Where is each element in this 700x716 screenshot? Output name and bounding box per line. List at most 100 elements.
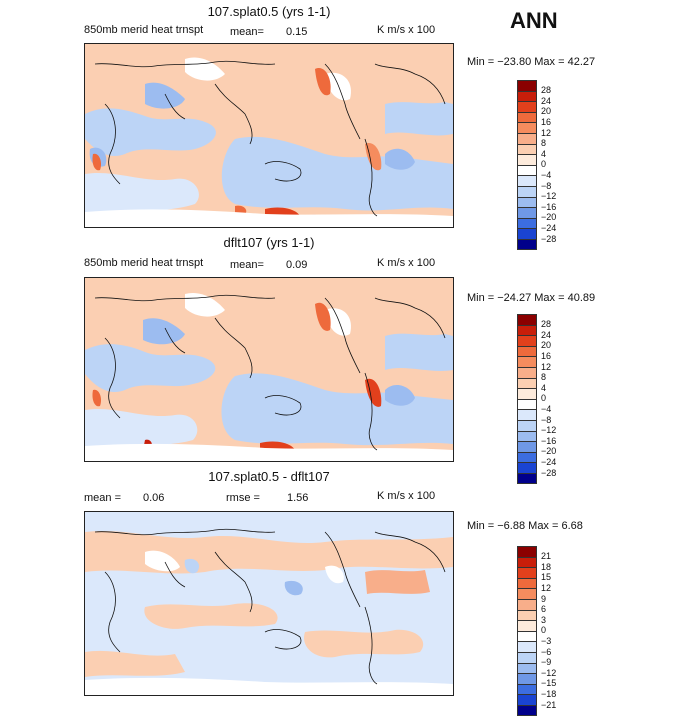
panel-3-colorbar-swatch: [517, 567, 537, 578]
panel-1-map: [84, 43, 454, 228]
panel-1-colorbar-swatch: [517, 175, 537, 186]
panel-2-colorbar: 28 24 20 16 12 8 4 0 −4 −8 −12 −16 −20 −24 −28: [517, 314, 556, 484]
panel-3-colorbar-swatch: [517, 609, 537, 621]
panel-3-colorbar-swatch: [517, 598, 537, 610]
panel-3-colorbar-swatch: [517, 662, 537, 674]
panel-3-colorbar-label: 21: [541, 551, 552, 562]
panel-3-colorbar-label: 12: [541, 583, 552, 594]
panel-2-colorbar-bin: −8: [517, 409, 556, 425]
panel-2-colorbar-swatch: [517, 314, 537, 325]
panel-1-colorbar-label: −4: [541, 170, 552, 181]
panel-1-colorbar-bin: −16: [517, 196, 556, 212]
panel-2-colorbar-label: −12: [541, 425, 557, 436]
panel-2-colorbar-swatch: [517, 356, 537, 367]
panel-1-colorbar-bin: 16: [517, 111, 556, 127]
panel-2-colorbar-swatch: [517, 388, 537, 399]
panel-1-colorbar-label: 0: [541, 159, 547, 170]
panel-2-units: K m/s x 100: [377, 257, 436, 269]
panel-2-colorbar-swatch: [517, 430, 537, 442]
panel-1-colorbar-swatch: [517, 207, 537, 218]
panel-1-colorbar-bin: 28: [517, 80, 556, 95]
panel-2-colorbar-swatch: [517, 335, 537, 346]
panel-1-colorbar-label: 28: [541, 85, 552, 96]
panel-3-colorbar-swatch: [517, 588, 537, 599]
panel-3-colorbar-bin: −15: [517, 673, 556, 688]
panel-2-mean-label: mean=: [230, 259, 264, 271]
panel-1-colorbar-swatch: [517, 132, 537, 144]
panel-3-colorbar-label: 9: [541, 593, 547, 604]
panel-1-colorbar-swatch: [517, 122, 537, 133]
panel-1-colorbar-bin: −8: [517, 175, 556, 191]
panel-2-colorbar-label: −4: [541, 404, 552, 415]
panel-3-colorbar-label: 6: [541, 604, 547, 615]
panel-3-colorbar-swatch: [517, 630, 537, 642]
panel-3-colorbar-bin: 0: [517, 620, 556, 635]
panel-3-colorbar-label: −9: [541, 657, 552, 668]
panel-1-colorbar: 28 24 20 16 12 8 4 0 −4 −8 −12 −16 −20 −24 −28: [517, 80, 556, 250]
panel-1-variable: 850mb merid heat trnspt: [84, 24, 204, 36]
panel-1-colorbar-bin: 24: [517, 90, 556, 106]
panel-1-colorbar-label: −24: [541, 223, 557, 234]
panel-3-colorbar-label: 3: [541, 614, 547, 625]
panel-2-colorbar-label: −24: [541, 457, 557, 468]
panel-2-colorbar-bin: 4: [517, 377, 556, 393]
panel-3-field: [85, 512, 453, 695]
panel-1-colorbar-label: 12: [541, 127, 552, 138]
panel-2-colorbar-label: 8: [541, 372, 547, 383]
panel-2-colorbar-swatch: [517, 345, 537, 357]
panel-3-colorbar-swatch: [517, 651, 537, 663]
panel-3-colorbar-swatch: [517, 683, 537, 695]
panel-2-colorbar-swatch: [517, 451, 537, 463]
panel-3-units: K m/s x 100: [377, 490, 436, 502]
panel-1-mean-label: mean=: [230, 26, 264, 38]
panel-2-colorbar-bin: 12: [517, 356, 556, 372]
panel-1-colorbar-swatch: [517, 111, 537, 123]
panel-3-colorbar-label: −6: [541, 646, 552, 657]
panel-1-title: 107.splat0.5 (yrs 1-1): [207, 4, 331, 19]
panel-3-minmax: Min = −6.88 Max = 6.68: [467, 520, 583, 532]
panel-3-colorbar-bin: 18: [517, 556, 556, 572]
panel-2-colorbar-label: 12: [541, 361, 552, 372]
panel-2-colorbar-swatch: [517, 324, 537, 336]
panel-3-mean-label: mean =: [84, 492, 121, 504]
panel-2-colorbar-swatch: [517, 462, 537, 473]
panel-3-map: [84, 511, 454, 696]
panel-1-colorbar-bin: −20: [517, 207, 556, 222]
panel-2-colorbar-bin: 8: [517, 366, 556, 382]
panel-2-minmax: Min = −24.27 Max = 40.89: [467, 292, 596, 304]
panel-2-colorbar-bin: −12: [517, 419, 556, 435]
panel-1-colorbar-label: −20: [541, 212, 557, 223]
panel-2-field: [85, 278, 453, 461]
panel-1-colorbar-bin: 4: [517, 143, 556, 159]
panel-3-colorbar-bin: 9: [517, 588, 556, 604]
panel-3-colorbar-swatch: [517, 704, 537, 716]
panel-1-colorbar-bin: 8: [517, 132, 556, 148]
panel-1-colorbar-swatch: [517, 217, 537, 229]
panel-2-colorbar-swatch: [517, 377, 537, 389]
panel-1-colorbar-bin: 20: [517, 101, 556, 116]
panel-2-colorbar-label: 28: [541, 319, 552, 330]
panel-2-colorbar-swatch: [517, 398, 537, 410]
panel-1-colorbar-label: 16: [541, 117, 552, 128]
panel-1-units: K m/s x 100: [377, 24, 436, 36]
panel-1-field: [85, 44, 453, 227]
panel-2-colorbar-label: 24: [541, 329, 552, 340]
panel-1-colorbar-swatch: [517, 80, 537, 91]
panel-3-mean-value: 0.06: [143, 492, 165, 504]
panel-1-colorbar-swatch: [517, 154, 537, 165]
panel-3-colorbar-swatch: [517, 577, 537, 589]
panel-3-colorbar-bin: 15: [517, 567, 556, 582]
panel-3-colorbar-bin: 12: [517, 577, 556, 593]
panel-3-colorbar-label: −15: [541, 678, 557, 689]
panel-2-colorbar-bin: −4: [517, 398, 556, 414]
panel-2-colorbar-bin: −28: [517, 462, 556, 478]
panel-1-colorbar-bin: −28: [517, 228, 556, 244]
panel-2-colorbar-bin: 0: [517, 388, 556, 403]
panel-1-colorbar-bin: −12: [517, 185, 556, 201]
panel-2-colorbar-swatch: [517, 441, 537, 452]
panel-2-colorbar-label: 4: [541, 382, 547, 393]
panel-3-colorbar: 21 18 15 12 9 6 3 0 −3 −6 −9 −12 −15 −18 −21: [517, 546, 556, 716]
panel-1-minmax: Min = −23.80 Max = 42.27: [467, 56, 596, 68]
panel-1-colorbar-bin: −4: [517, 164, 556, 180]
panel-1-colorbar-label: −8: [541, 180, 552, 191]
